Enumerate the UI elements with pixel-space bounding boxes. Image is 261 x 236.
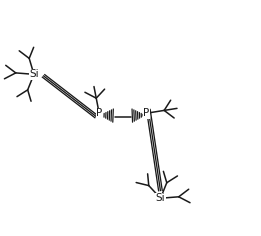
Text: P: P xyxy=(96,108,102,118)
Text: Si: Si xyxy=(156,193,165,203)
Text: Si: Si xyxy=(29,69,39,79)
Text: P: P xyxy=(143,108,149,118)
